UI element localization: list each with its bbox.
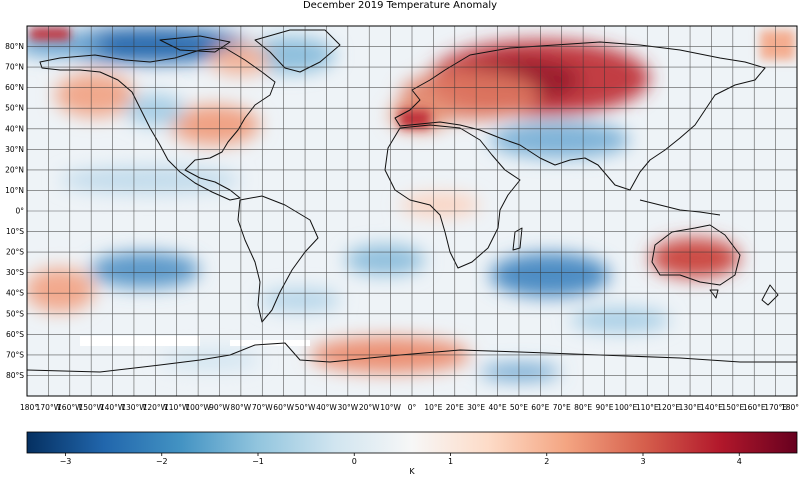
lon-tick-label: 0° xyxy=(408,403,417,412)
lon-tick-label: 140°W xyxy=(100,403,126,412)
lat-tick-label: 80°N xyxy=(5,42,24,51)
colorbar-tick-label: −3 xyxy=(60,457,72,466)
lat-tick-label: 0° xyxy=(15,207,24,216)
lon-tick-label: 170°E xyxy=(764,403,787,412)
lat-tick-label: 10°N xyxy=(5,186,24,195)
colorbar-tick-label: 2 xyxy=(544,457,549,466)
colorbar-tick-label: 0 xyxy=(352,457,357,466)
lat-tick-label: 50°N xyxy=(5,104,24,113)
lon-tick-label: 60°E xyxy=(531,403,549,412)
lon-tick-label: 170°W xyxy=(36,403,62,412)
lat-tick-label: 80°S xyxy=(6,371,24,380)
lon-tick-label: 20°W xyxy=(359,403,380,412)
colorbar-ticks: −3 −2 −1 0 1 2 3 4 xyxy=(60,453,742,466)
lon-tick-label: 100°E xyxy=(614,403,637,412)
lon-tick-label: 10°W xyxy=(380,403,401,412)
lon-tick-label: 40°W xyxy=(316,403,337,412)
map-plot: 80°N 70°N 60°N 50°N 40°N 30°N 20°N 10°N 0° 10°S 20… xyxy=(5,25,799,412)
lon-tick-label: 130°W xyxy=(121,403,147,412)
lat-tick-label: 60°S xyxy=(6,330,24,339)
map-title: December 2019 Temperature Anomaly xyxy=(302,0,498,11)
colorbar-tick-label: −2 xyxy=(156,457,168,466)
latitude-labels: 80°N 70°N 60°N 50°N 40°N 30°N 20°N 10°N 0° 10°S 20… xyxy=(5,42,24,380)
lon-tick-label: 70°E xyxy=(553,403,571,412)
lat-tick-label: 20°S xyxy=(6,248,24,257)
lon-tick-label: 80°E xyxy=(574,403,592,412)
lon-tick-label: 100°W xyxy=(185,403,211,412)
coastlines xyxy=(26,29,797,373)
lat-tick-label: 70°N xyxy=(5,63,24,72)
colorbar-tick-label: 3 xyxy=(640,457,645,466)
colorbar-gradient xyxy=(26,431,798,454)
lon-tick-label: 180° xyxy=(20,403,38,412)
lat-tick-label: 30°N xyxy=(5,145,24,154)
colorbar-tick-label: 4 xyxy=(737,457,742,466)
lon-tick-label: 80°W xyxy=(231,403,252,412)
lon-tick-label: 50°W xyxy=(295,403,316,412)
lon-tick-label: 140°E xyxy=(700,403,723,412)
lat-tick-label: 30°S xyxy=(6,268,24,277)
lon-tick-label: 30°E xyxy=(467,403,485,412)
colorbar-tick-label: 1 xyxy=(448,457,453,466)
lon-tick-label: 90°E xyxy=(595,403,613,412)
colorbar-tick-label: −1 xyxy=(252,457,264,466)
anomaly-field xyxy=(27,27,740,380)
lon-tick-label: 30°W xyxy=(337,403,358,412)
lon-tick-label: 150°E xyxy=(721,403,744,412)
lon-tick-label: 60°W xyxy=(273,403,294,412)
lon-tick-label: 110°W xyxy=(164,403,190,412)
lon-tick-label: 90°W xyxy=(209,403,230,412)
lon-tick-label: 110°E xyxy=(636,403,659,412)
map-frame xyxy=(26,25,798,397)
lat-tick-label: 20°N xyxy=(5,165,24,174)
lon-tick-label: 120°W xyxy=(143,403,169,412)
lon-tick-label: 150°W xyxy=(78,403,104,412)
lon-tick-label: 180° xyxy=(781,403,799,412)
lon-tick-label: 10°E xyxy=(424,403,442,412)
lon-tick-label: 20°E xyxy=(446,403,464,412)
lon-tick-label: 160°E xyxy=(743,403,766,412)
lon-tick-label: 120°E xyxy=(657,403,680,412)
graticule xyxy=(27,26,797,396)
lon-tick-label: 70°W xyxy=(252,403,273,412)
lat-tick-label: 60°N xyxy=(5,83,24,92)
lon-tick-label: 160°W xyxy=(57,403,83,412)
lat-tick-label: 40°S xyxy=(6,289,24,298)
lat-tick-label: 50°S xyxy=(6,309,24,318)
longitude-labels: 180°170°W160°W150°W140°W130°W120°W110°W1… xyxy=(20,403,799,412)
lat-tick-label: 40°N xyxy=(5,124,24,133)
lat-tick-label: 10°S xyxy=(6,227,24,236)
lat-tick-label: 70°S xyxy=(6,350,24,359)
lon-tick-label: 130°E xyxy=(679,403,702,412)
lon-tick-label: 40°E xyxy=(489,403,507,412)
lon-tick-label: 50°E xyxy=(510,403,528,412)
colorbar-label: K xyxy=(409,467,415,476)
